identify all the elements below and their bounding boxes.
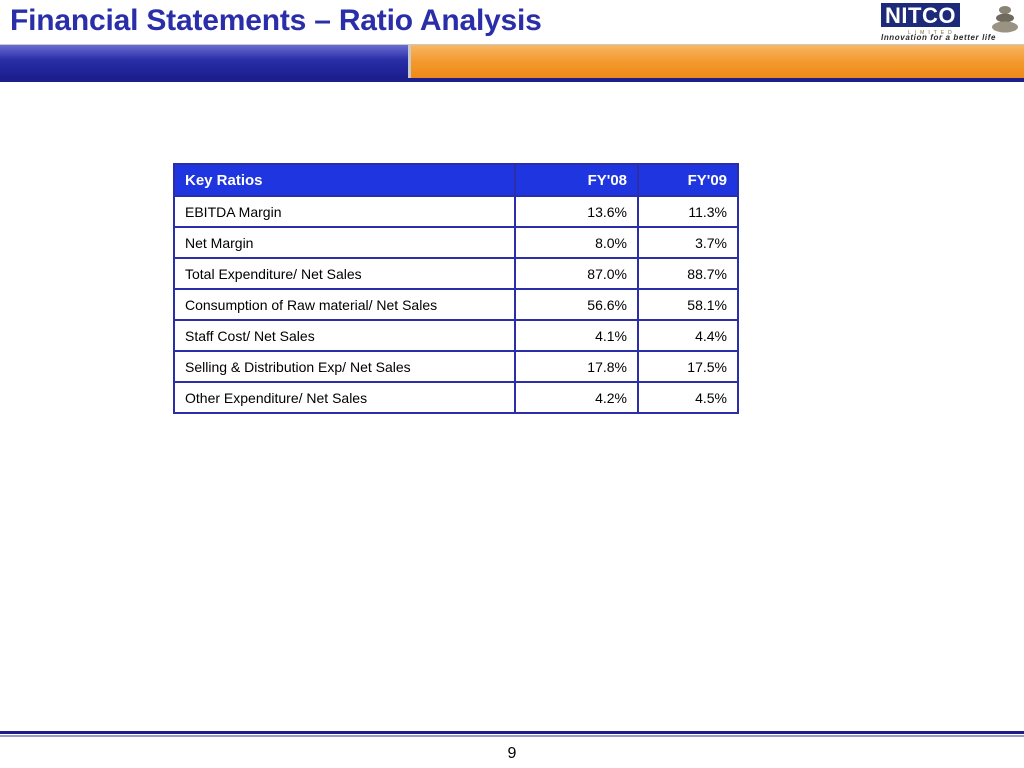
header-bar-blue (0, 45, 408, 78)
ratio-name: Total Expenditure/ Net Sales (173, 257, 516, 290)
column-header-fy08: FY'08 (514, 163, 639, 197)
stacked-stones-icon (992, 6, 1018, 33)
ratio-name: Selling & Distribution Exp/ Net Sales (173, 350, 516, 383)
logo-sub-text: LIMITED (908, 30, 956, 36)
table-header-row: Key Ratios FY'08 FY'09 (173, 163, 739, 197)
column-header-key-ratios: Key Ratios (173, 163, 516, 197)
column-header-fy09: FY'09 (637, 163, 739, 197)
ratio-name: Consumption of Raw material/ Net Sales (173, 288, 516, 321)
logo-brand-text: NITCO (881, 3, 960, 28)
ratio-name: Net Margin (173, 226, 516, 259)
footer-divider (0, 731, 1024, 734)
header-bar-underline (0, 78, 1024, 82)
ratio-name: Other Expenditure/ Net Sales (173, 381, 516, 414)
ratio-fy08: 4.2% (514, 381, 639, 414)
ratio-fy08: 13.6% (514, 195, 639, 228)
company-logo: NITCO LIMITED Innovation for a better li… (878, 2, 1024, 44)
ratio-fy09: 3.7% (637, 226, 739, 259)
ratio-fy08: 17.8% (514, 350, 639, 383)
slide-title: Financial Statements – Ratio Analysis (10, 4, 542, 37)
ratio-fy09: 58.1% (637, 288, 739, 321)
table-row: EBITDA Margin 13.6% 11.3% (173, 195, 739, 228)
ratio-fy09: 88.7% (637, 257, 739, 290)
table-row: Selling & Distribution Exp/ Net Sales 17… (173, 350, 739, 383)
key-ratios-table: Key Ratios FY'08 FY'09 EBITDA Margin 13.… (173, 163, 739, 414)
ratio-fy08: 87.0% (514, 257, 639, 290)
footer-divider-secondary (0, 735, 1024, 737)
table-row: Net Margin 8.0% 3.7% (173, 226, 739, 259)
table-row: Other Expenditure/ Net Sales 4.2% 4.5% (173, 381, 739, 414)
page-number: 9 (507, 745, 517, 762)
ratio-name: Staff Cost/ Net Sales (173, 319, 516, 352)
ratio-fy08: 4.1% (514, 319, 639, 352)
ratio-fy09: 4.5% (637, 381, 739, 414)
table-row: Total Expenditure/ Net Sales 87.0% 88.7% (173, 257, 739, 290)
ratio-name: EBITDA Margin (173, 195, 516, 228)
ratio-fy09: 11.3% (637, 195, 739, 228)
table-row: Consumption of Raw material/ Net Sales 5… (173, 288, 739, 321)
logo-tagline: Innovation for a better life (881, 33, 997, 42)
ratio-fy08: 8.0% (514, 226, 639, 259)
table-row: Staff Cost/ Net Sales 4.1% 4.4% (173, 319, 739, 352)
header-bar-orange (411, 45, 1024, 78)
ratio-fy08: 56.6% (514, 288, 639, 321)
ratio-fy09: 4.4% (637, 319, 739, 352)
ratio-fy09: 17.5% (637, 350, 739, 383)
